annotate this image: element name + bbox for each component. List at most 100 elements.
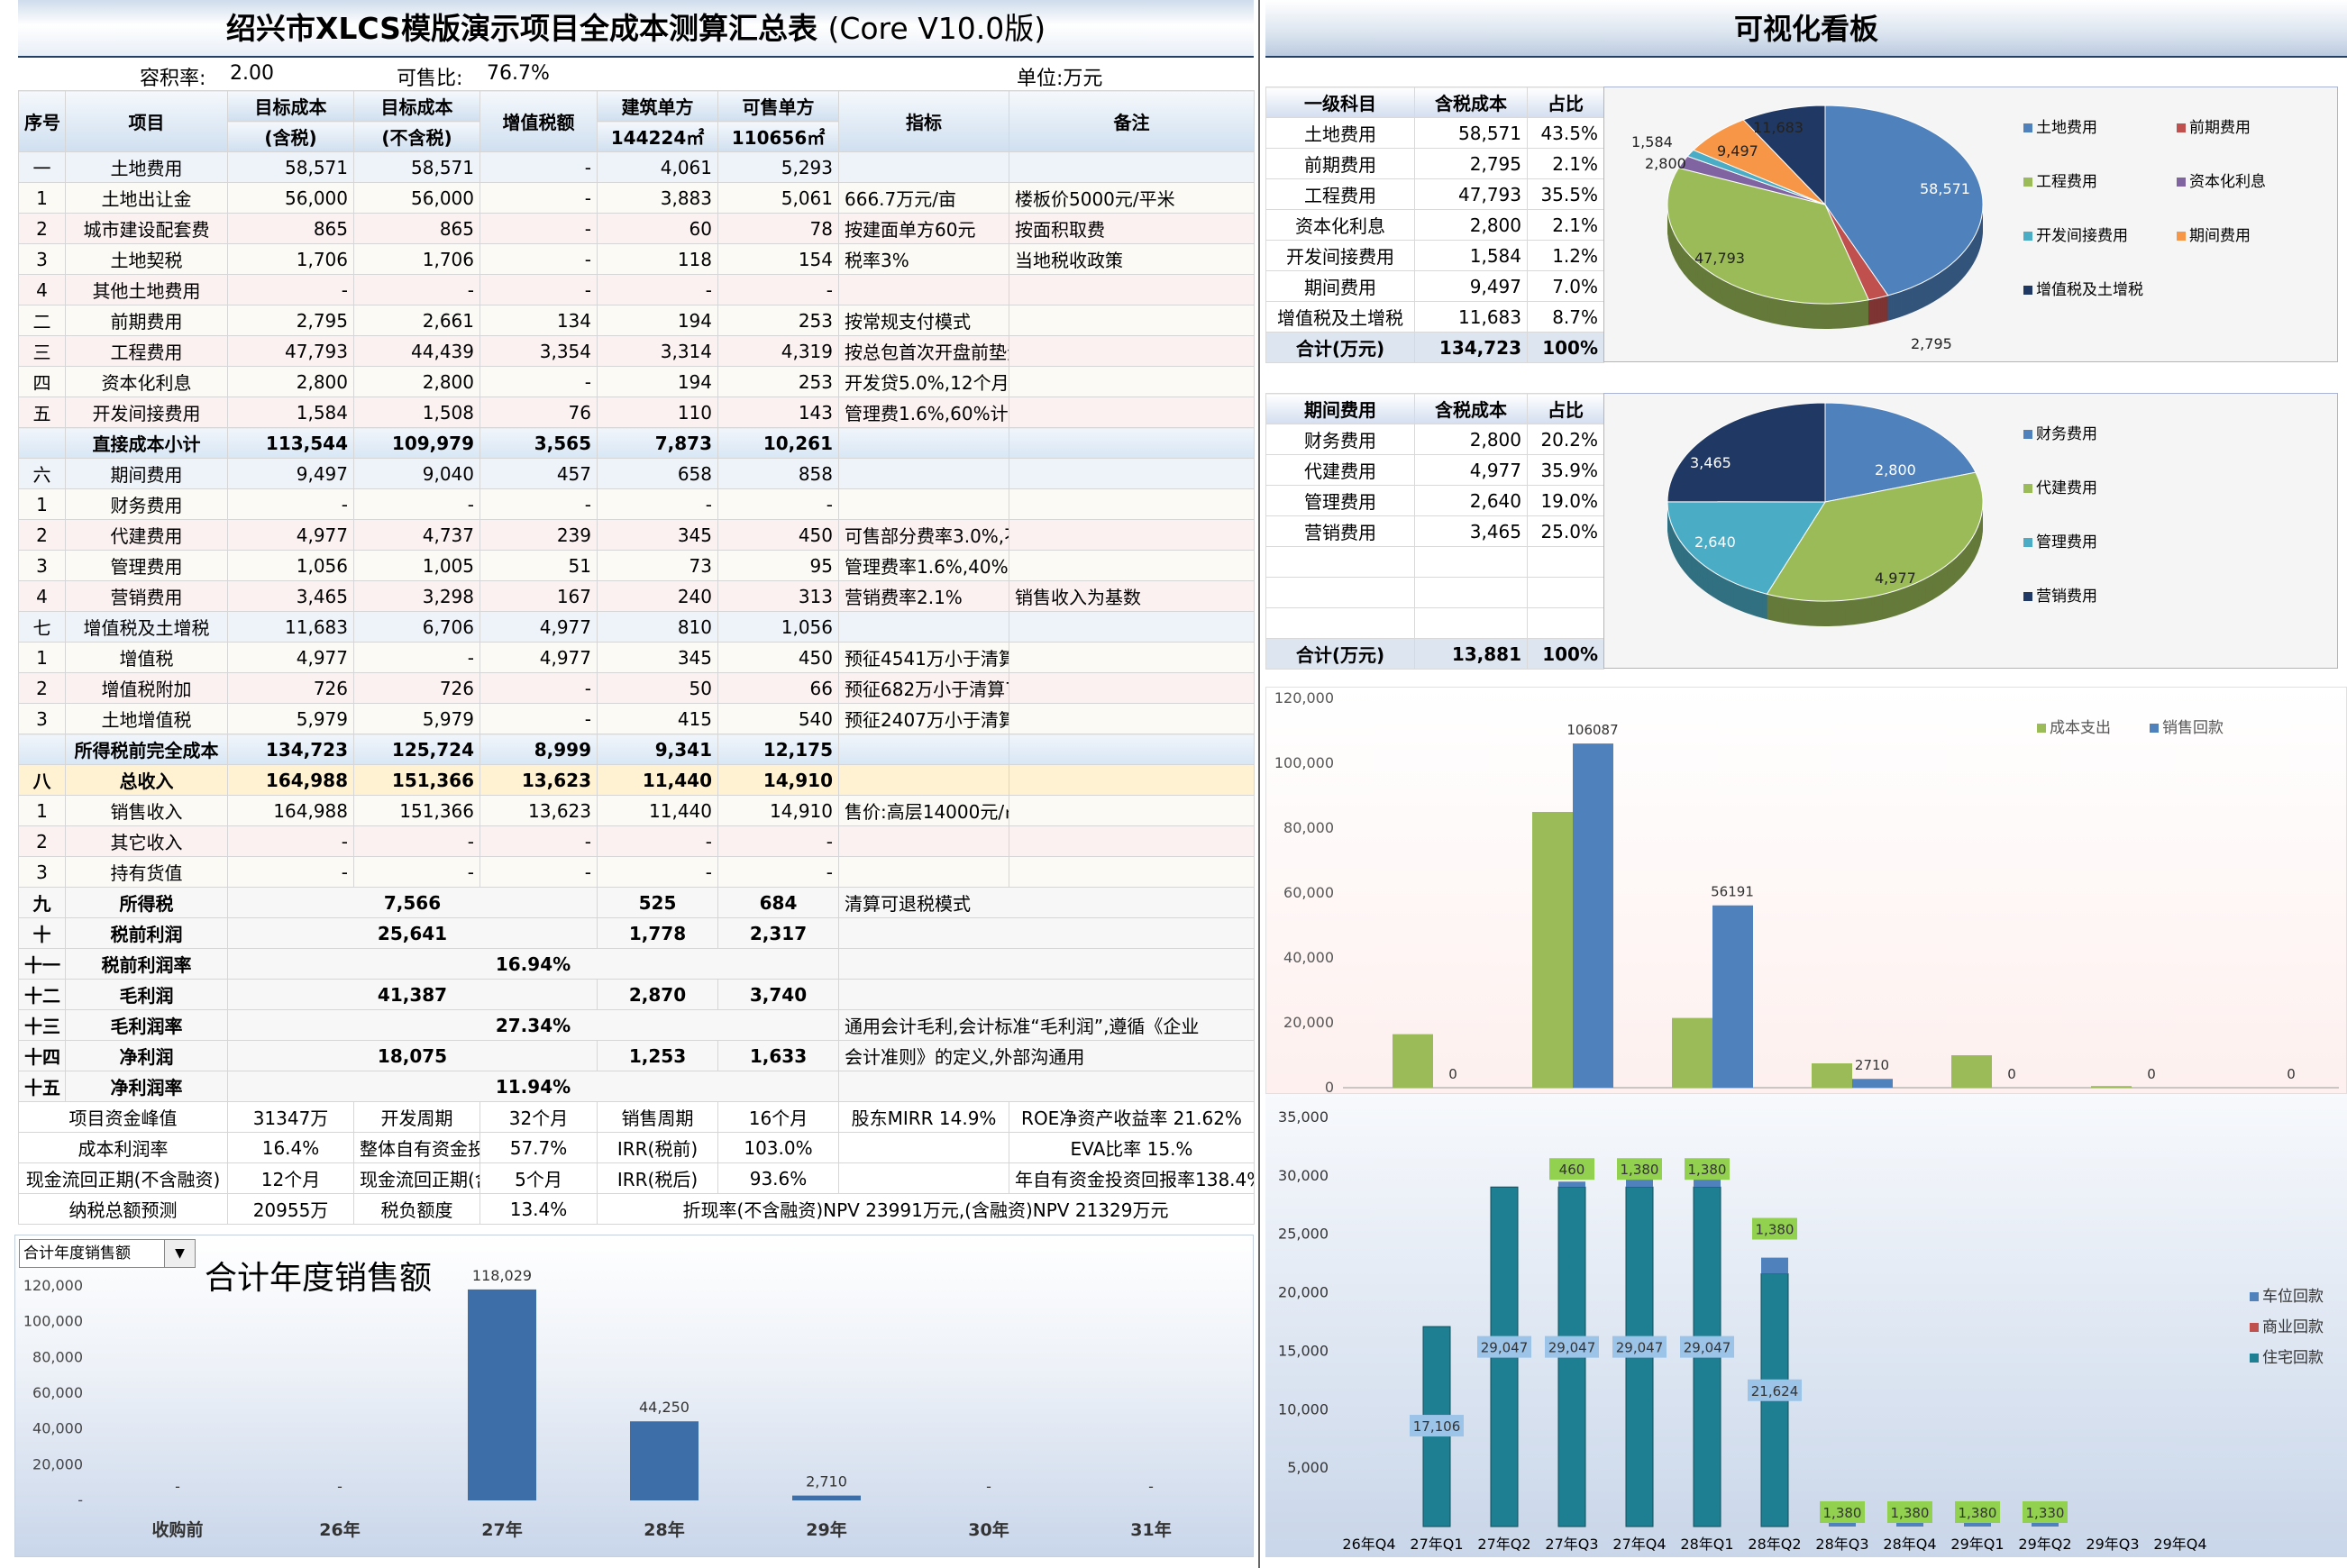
kpi-cell: 纳税总额预测: [18, 1193, 228, 1225]
legend-label: 开发间接费用: [2036, 227, 2128, 245]
legend-swatch: [2037, 724, 2046, 733]
kpi-cell: 57.7%: [479, 1132, 598, 1163]
x-tick: 29年Q3: [2086, 1536, 2139, 1553]
cell-item: 资本化利息: [65, 366, 228, 397]
cell-e: 154: [717, 243, 839, 275]
cell-e: 253: [717, 305, 839, 336]
legend-swatch: [2023, 232, 2032, 241]
cell-c: 13,623: [479, 764, 598, 796]
side-cell: 财务费用: [1265, 424, 1415, 455]
side-cell: 8.7%: [1527, 301, 1604, 333]
table-row: 3 持有货值 - - - - -: [18, 856, 1255, 888]
side-cell: 2,800: [1414, 209, 1528, 241]
side-cell: 代建费用: [1265, 454, 1415, 486]
cell-build-unit: 1,778: [597, 917, 718, 949]
cell-d: 118: [597, 243, 718, 275]
chevron-down-icon[interactable]: ▼: [164, 1240, 195, 1267]
y-tick: 60,000: [32, 1384, 83, 1401]
cell-build-unit: 2,870: [597, 979, 718, 1010]
table-row: 七增值税及土增税 11,683 6,706 4,977 810 1,056: [18, 611, 1255, 643]
kpi-cell: 整体自有资金投资回报率: [353, 1132, 480, 1163]
unit-label: 单位:万元: [1017, 68, 1103, 90]
cell-seq: 八: [18, 764, 66, 796]
x-tick: 27年Q3: [1545, 1536, 1598, 1553]
label-box: [1612, 1336, 1667, 1358]
header-remark: 备注: [1009, 90, 1255, 152]
cell-indicator: 通用会计毛利,会计标准“毛利润”,遵循《企业: [838, 1009, 1255, 1041]
kpi-cell: 103.0%: [717, 1132, 839, 1163]
side-cell: 2.1%: [1527, 209, 1604, 241]
side-total-cell: 合计(万元): [1265, 638, 1415, 670]
side-cell: 资本化利息: [1265, 209, 1415, 241]
pie-slice: [1824, 105, 1984, 296]
kpi-cell: 项目资金峰值: [18, 1101, 228, 1133]
bar-data-label: 0: [1448, 1066, 1457, 1082]
y-tick: 10,000: [1278, 1400, 1329, 1418]
profit-row: 十一 税前利润率 16.94%: [18, 948, 1255, 980]
label-box: [1748, 1379, 1802, 1401]
pie-slice: [1667, 501, 1826, 595]
cell-item: 期间费用: [65, 458, 228, 489]
label-box: [1955, 1501, 2000, 1523]
label-box: [1685, 1158, 1730, 1181]
pie-slice: [1824, 402, 1977, 503]
cell-a: -: [227, 825, 354, 857]
table-row: 3土地增值税5,9795,979-415540预征2407万小于清算5979万,…: [18, 703, 1255, 734]
kpi-cell: [838, 1132, 1009, 1163]
cashflow-svg: 0 20,000 40,000 60,000 80,000 100,000 120,000 0…: [1274, 689, 2339, 1096]
cell-f: [838, 734, 1009, 765]
x-tick: 30年: [968, 1519, 1009, 1540]
legend-label: 资本化利息: [2189, 173, 2266, 191]
side-row: 营销费用 3,465 25.0%: [1265, 515, 1604, 547]
side-row: 工程费用 47,793 35.5%: [1265, 178, 1604, 210]
cell-item: 直接成本小计: [65, 427, 228, 459]
cell-seq: 十: [18, 917, 66, 949]
side-header: 含税成本: [1414, 393, 1528, 424]
x-tick: 28年Q1: [1680, 1536, 1733, 1553]
kpi-cell: 折现率(不含融资)NPV 23991万元,(含融资)NPV 21329万元: [597, 1193, 1255, 1225]
cell-g: [1009, 488, 1255, 520]
cell-b: -: [353, 488, 480, 520]
cell-b: 865: [353, 213, 480, 244]
cell-c: 4,977: [479, 642, 598, 673]
cell-c: 239: [479, 519, 598, 551]
cell-item: 代建费用: [65, 519, 228, 551]
x-tick: 收购前: [151, 1519, 203, 1540]
kpi-row: 纳税总额预测 20955万 税负额度 13.4% 折现率(不含融资)NPV 23991万…: [18, 1193, 1255, 1225]
cell-b: 2,661: [353, 305, 480, 336]
x-tick: 31年: [1130, 1519, 1171, 1540]
cell-f: 预征2407万小于清算5979万,可退税: [838, 703, 1009, 734]
pie-data-label: 1,584: [1631, 133, 1673, 150]
cell-b: 1,706: [353, 243, 480, 275]
cost-breakdown-section: 一级科目 含税成本 占比 土地费用 58,571 43.5% 前期费用 2,795 2.1% 工程…: [1265, 87, 2338, 366]
annual-sales-chart: 合计年度销售额 ▼ 合计年度销售额 - 20,000 40,000 60,000 80,…: [14, 1235, 1254, 1557]
side-cell: 35.9%: [1527, 454, 1604, 486]
cost-table: 序号 项目 目标成本 目标成本 增值税额 建筑单方 可售单方 指标 备注 (含税…: [18, 90, 1255, 1225]
cell-a: 9,497: [227, 458, 354, 489]
bar-parking: [1761, 1257, 1788, 1274]
pie-data-label: 11,683: [1753, 119, 1804, 136]
annual-bar: [630, 1421, 699, 1500]
kpi-cell: IRR(税前): [597, 1132, 718, 1163]
side-cell: 2,795: [1414, 148, 1528, 179]
parking-label: 1,380: [1891, 1505, 1930, 1521]
meta-row: 容积率: 2.00 可售比: 76.7% 单位:万元: [18, 58, 1254, 90]
cell-seq: 2: [18, 213, 66, 244]
legend-swatch: [2023, 430, 2032, 439]
cell-b: 3,298: [353, 580, 480, 612]
cell-e: 14,910: [717, 764, 839, 796]
chart-selector-dropdown[interactable]: 合计年度销售额 ▼: [19, 1239, 196, 1268]
bar-data-label: 0: [2287, 1066, 2296, 1082]
cell-b: 4,737: [353, 519, 480, 551]
cell-item: 所得税: [65, 887, 228, 918]
cell-g: [1009, 274, 1255, 305]
cell-b: 726: [353, 672, 480, 704]
cell-item: 财务费用: [65, 488, 228, 520]
label-box: [2023, 1501, 2068, 1523]
parking-label: 1,380: [1688, 1162, 1727, 1178]
cell-e: 450: [717, 642, 839, 673]
cell-c: -: [479, 825, 598, 857]
side-total-cell: 13,881: [1414, 638, 1528, 670]
pie-data-label: 2,640: [1694, 533, 1736, 551]
cell-seq: 十五: [18, 1071, 66, 1102]
